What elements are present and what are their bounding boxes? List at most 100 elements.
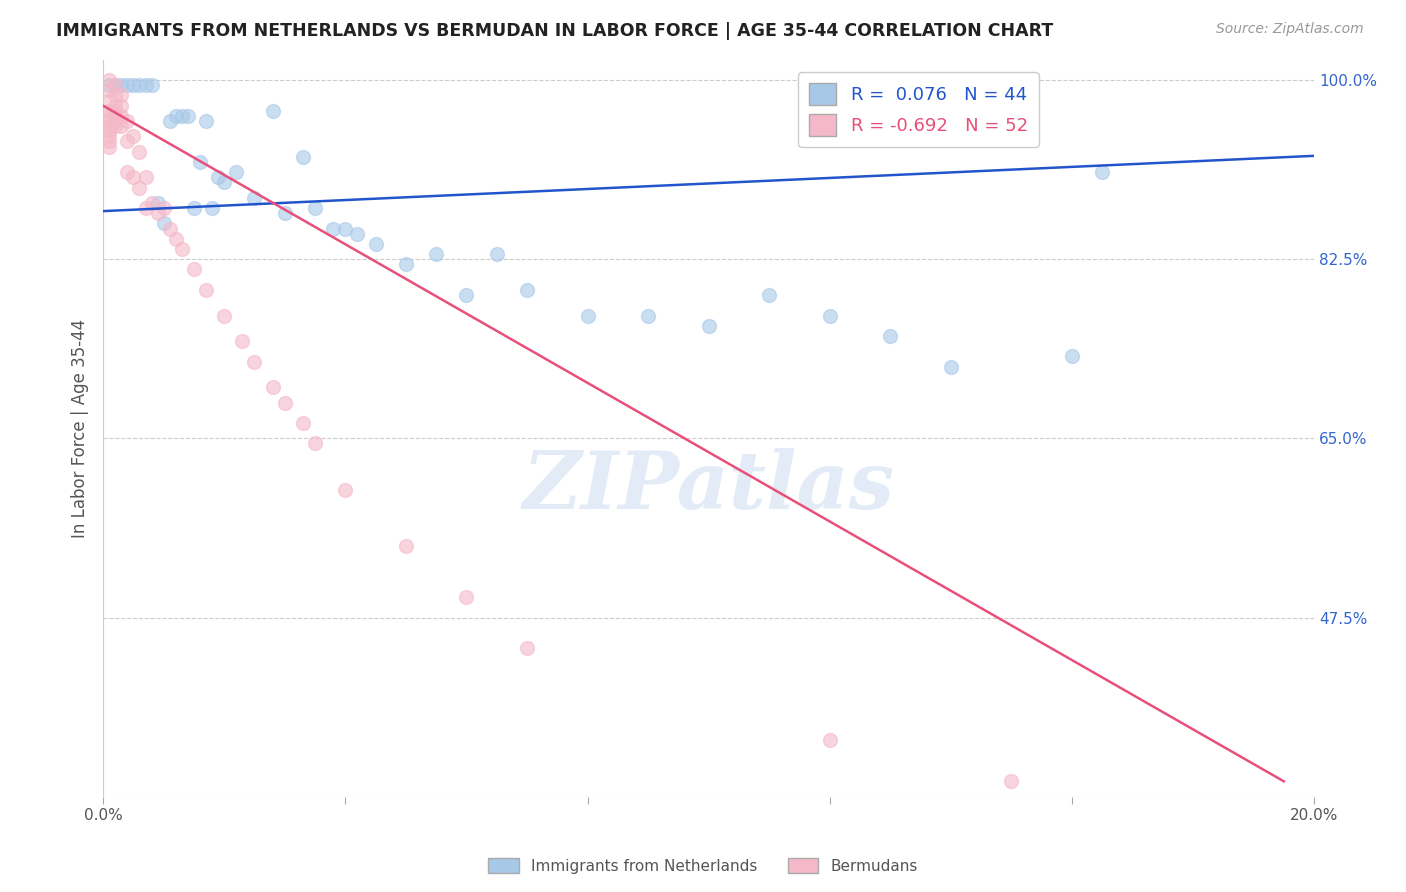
Point	[104, 98, 127, 112]
Point	[117, 135, 139, 149]
Point	[170, 242, 193, 256]
Point	[122, 129, 145, 144]
Point	[485, 247, 508, 261]
Point	[98, 119, 121, 133]
Point	[697, 318, 720, 333]
Point	[110, 88, 132, 103]
Point	[195, 283, 218, 297]
Point	[177, 109, 200, 123]
Point	[110, 98, 132, 112]
Point	[128, 78, 150, 93]
Point	[104, 119, 127, 133]
Point	[243, 191, 266, 205]
Point	[576, 309, 599, 323]
Point	[304, 201, 326, 215]
Point	[165, 109, 187, 123]
Point	[104, 109, 127, 123]
Point	[364, 236, 387, 251]
Point	[188, 155, 211, 169]
Point	[134, 170, 156, 185]
Point	[165, 232, 187, 246]
Point	[110, 119, 132, 133]
Point	[335, 483, 357, 497]
Point	[134, 201, 156, 215]
Point	[456, 590, 478, 604]
Point	[195, 114, 218, 128]
Point	[207, 170, 229, 185]
Point	[456, 288, 478, 302]
Point	[183, 262, 205, 277]
Point	[98, 139, 121, 153]
Point	[159, 114, 181, 128]
Point	[104, 78, 127, 93]
Point	[758, 288, 780, 302]
Point	[141, 78, 163, 93]
Point	[1091, 165, 1114, 179]
Point	[274, 395, 297, 409]
Point	[98, 78, 121, 93]
Point	[98, 124, 121, 138]
Point	[104, 88, 127, 103]
Point	[818, 309, 841, 323]
Point	[122, 78, 145, 93]
Point	[152, 216, 174, 230]
Point	[104, 103, 127, 118]
Point	[128, 145, 150, 159]
Point	[98, 114, 121, 128]
Point	[212, 309, 235, 323]
Point	[304, 436, 326, 450]
Point	[122, 170, 145, 185]
Point	[225, 165, 247, 179]
Point	[1000, 774, 1022, 789]
Point	[98, 94, 121, 108]
Point	[117, 114, 139, 128]
Point	[425, 247, 447, 261]
Point	[159, 221, 181, 235]
Point	[152, 201, 174, 215]
Point	[516, 283, 538, 297]
Point	[1060, 350, 1083, 364]
Point	[98, 129, 121, 144]
Point	[183, 201, 205, 215]
Point	[335, 221, 357, 235]
Legend: R =  0.076   N = 44, R = -0.692   N = 52: R = 0.076 N = 44, R = -0.692 N = 52	[799, 72, 1039, 147]
Point	[170, 109, 193, 123]
Text: IMMIGRANTS FROM NETHERLANDS VS BERMUDAN IN LABOR FORCE | AGE 35-44 CORRELATION C: IMMIGRANTS FROM NETHERLANDS VS BERMUDAN …	[56, 22, 1053, 40]
Point	[201, 201, 224, 215]
Text: Source: ZipAtlas.com: Source: ZipAtlas.com	[1216, 22, 1364, 37]
Point	[98, 73, 121, 87]
Point	[212, 176, 235, 190]
Point	[291, 150, 314, 164]
Point	[98, 135, 121, 149]
Point	[117, 78, 139, 93]
Point	[231, 334, 253, 348]
Point	[117, 165, 139, 179]
Point	[262, 380, 284, 394]
Point	[134, 78, 156, 93]
Point	[274, 206, 297, 220]
Point	[395, 257, 418, 271]
Point	[243, 354, 266, 368]
Point	[98, 109, 121, 123]
Point	[516, 641, 538, 656]
Point	[141, 195, 163, 210]
Point	[879, 329, 901, 343]
Text: ZIPatlas: ZIPatlas	[523, 449, 894, 526]
Point	[98, 83, 121, 97]
Point	[346, 227, 368, 241]
Point	[104, 114, 127, 128]
Point	[395, 539, 418, 553]
Point	[128, 180, 150, 194]
Point	[104, 78, 127, 93]
Point	[939, 359, 962, 374]
Y-axis label: In Labor Force | Age 35-44: In Labor Force | Age 35-44	[72, 318, 89, 538]
Point	[262, 103, 284, 118]
Point	[818, 733, 841, 747]
Point	[98, 103, 121, 118]
Point	[110, 109, 132, 123]
Point	[146, 206, 169, 220]
Point	[291, 416, 314, 430]
Point	[637, 309, 659, 323]
Legend: Immigrants from Netherlands, Bermudans: Immigrants from Netherlands, Bermudans	[482, 852, 924, 880]
Point	[322, 221, 344, 235]
